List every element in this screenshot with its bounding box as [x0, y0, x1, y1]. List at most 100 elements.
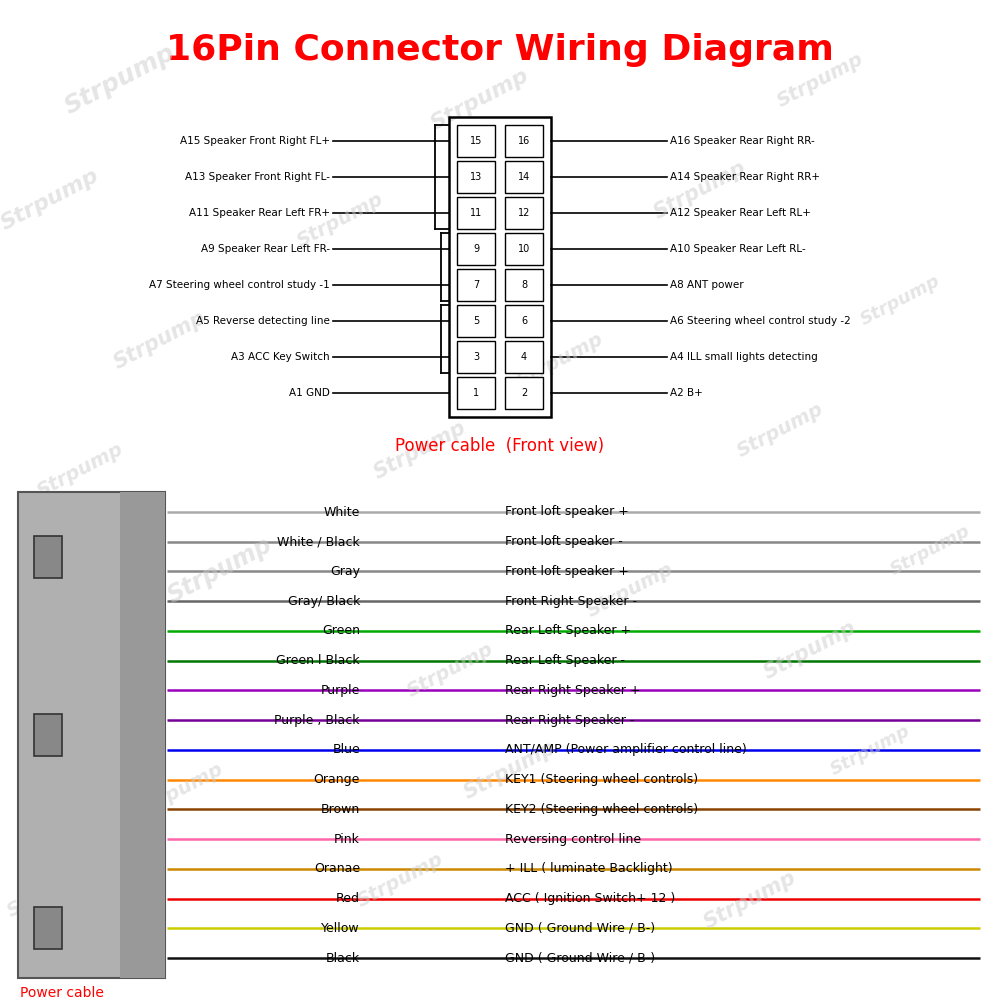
Text: 4: 4	[521, 352, 527, 362]
Text: Power cable  (Front view): Power cable (Front view)	[395, 437, 605, 455]
Text: 13: 13	[470, 172, 482, 182]
Text: A10 Speaker Rear Left RL-: A10 Speaker Rear Left RL-	[670, 244, 806, 254]
Text: Purple: Purple	[321, 684, 360, 697]
Text: A14 Speaker Rear Right RR+: A14 Speaker Rear Right RR+	[670, 172, 820, 182]
Bar	[505, 233, 543, 265]
Bar	[34, 536, 62, 578]
Text: A7 Steering wheel control study -1: A7 Steering wheel control study -1	[149, 280, 330, 290]
Text: KEY1 (Steering wheel controls): KEY1 (Steering wheel controls)	[505, 773, 698, 786]
Text: Strpump: Strpump	[427, 66, 533, 134]
Bar	[449, 117, 551, 417]
Text: A3 ACC Key Switch: A3 ACC Key Switch	[231, 352, 330, 362]
Text: Green: Green	[322, 624, 360, 637]
Text: Red: Red	[336, 892, 360, 905]
Text: KEY2 (Steering wheel controls): KEY2 (Steering wheel controls)	[505, 803, 698, 816]
Text: Brown: Brown	[321, 803, 360, 816]
Text: A11 Speaker Rear Left FR+: A11 Speaker Rear Left FR+	[189, 208, 330, 218]
Text: 1: 1	[473, 388, 479, 398]
Text: Strpump: Strpump	[760, 617, 860, 683]
Text: A1 GND: A1 GND	[289, 388, 330, 398]
Text: Strpump: Strpump	[460, 737, 560, 803]
Text: GND ( Ground Wire / B-): GND ( Ground Wire / B-)	[505, 952, 655, 964]
Text: Gray/ Black: Gray/ Black	[288, 595, 360, 608]
Text: Front loft speaker +: Front loft speaker +	[505, 506, 629, 518]
Bar	[505, 125, 543, 157]
Text: Strpump: Strpump	[3, 859, 97, 921]
Text: A2 B+: A2 B+	[670, 388, 703, 398]
Text: Gray: Gray	[330, 565, 360, 578]
Text: 16Pin Connector Wiring Diagram: 16Pin Connector Wiring Diagram	[166, 33, 834, 67]
Text: Strpump: Strpump	[700, 867, 800, 933]
Text: Purple , Black: Purple , Black	[274, 714, 360, 727]
Text: Power cable: Power cable	[20, 986, 104, 1000]
Bar	[457, 197, 495, 229]
Bar	[505, 341, 543, 373]
Text: 2: 2	[521, 388, 527, 398]
Text: 11: 11	[470, 208, 482, 218]
Bar	[505, 269, 543, 301]
Text: Strpump: Strpump	[370, 417, 470, 483]
Text: A8 ANT power: A8 ANT power	[670, 280, 744, 290]
Bar	[34, 714, 62, 756]
Text: ANT/AMP (Power amplifier control line): ANT/AMP (Power amplifier control line)	[505, 743, 747, 756]
Text: Strpump: Strpump	[513, 329, 607, 391]
Text: Reversing control line: Reversing control line	[505, 833, 641, 846]
Text: White: White	[324, 506, 360, 518]
Bar	[457, 305, 495, 337]
Text: Orange: Orange	[314, 773, 360, 786]
Text: Front loft speaker +: Front loft speaker +	[505, 565, 629, 578]
Text: Yellow: Yellow	[321, 922, 360, 935]
Text: Strpump: Strpump	[827, 721, 913, 779]
Text: Rear Left Speaker +: Rear Left Speaker +	[505, 624, 631, 637]
Text: + ILL ( luminate Backlight): + ILL ( luminate Backlight)	[505, 862, 673, 875]
Bar	[457, 269, 495, 301]
Text: Strpump: Strpump	[733, 399, 827, 461]
Text: A16 Speaker Rear Right RR-: A16 Speaker Rear Right RR-	[670, 136, 815, 146]
Text: 3: 3	[473, 352, 479, 362]
Text: Strpump: Strpump	[110, 307, 210, 373]
Text: Strpump: Strpump	[887, 521, 973, 579]
Bar	[457, 233, 495, 265]
Text: Strpump: Strpump	[650, 157, 750, 223]
Bar	[505, 161, 543, 193]
Text: 6: 6	[521, 316, 527, 326]
Text: A5 Reverse detecting line: A5 Reverse detecting line	[196, 316, 330, 326]
Text: 15: 15	[470, 136, 482, 146]
Bar	[457, 377, 495, 409]
Bar	[457, 161, 495, 193]
Text: Strpump: Strpump	[403, 639, 497, 701]
Bar	[34, 907, 62, 949]
Text: 16: 16	[518, 136, 530, 146]
Text: A13 Speaker Front Right FL-: A13 Speaker Front Right FL-	[185, 172, 330, 182]
Bar	[457, 341, 495, 373]
Text: Strpump: Strpump	[773, 49, 867, 111]
Text: Strpump: Strpump	[857, 271, 943, 329]
Text: Strpump: Strpump	[133, 759, 227, 821]
Bar	[18, 492, 165, 978]
Text: Strpump: Strpump	[583, 559, 677, 621]
Text: A15 Speaker Front Right FL+: A15 Speaker Front Right FL+	[180, 136, 330, 146]
Text: Oranae: Oranae	[314, 862, 360, 875]
Text: Rear Left Speaker -: Rear Left Speaker -	[505, 654, 625, 667]
Text: ACC ( Ignition Switch+ 12 ): ACC ( Ignition Switch+ 12 )	[505, 892, 675, 905]
Bar	[505, 197, 543, 229]
Text: 12: 12	[518, 208, 530, 218]
Text: 14: 14	[518, 172, 530, 182]
Text: Strpump: Strpump	[61, 41, 179, 119]
Text: White / Black: White / Black	[277, 535, 360, 548]
Text: A6 Steering wheel control study -2: A6 Steering wheel control study -2	[670, 316, 851, 326]
Text: Front Right Speaker -: Front Right Speaker -	[505, 595, 637, 608]
Text: Front loft speaker -: Front loft speaker -	[505, 535, 623, 548]
Text: Rear Right Speaker +: Rear Right Speaker +	[505, 684, 640, 697]
Bar	[120, 492, 165, 978]
Text: 7: 7	[473, 280, 479, 290]
Text: A9 Speaker Rear Left FR-: A9 Speaker Rear Left FR-	[201, 244, 330, 254]
Bar	[505, 305, 543, 337]
Bar	[457, 125, 495, 157]
Text: GND ( Ground Wire / B-): GND ( Ground Wire / B-)	[505, 922, 655, 935]
Text: 9: 9	[473, 244, 479, 254]
Text: Strpump: Strpump	[353, 849, 447, 911]
Text: Black: Black	[326, 952, 360, 964]
Text: Strpump: Strpump	[164, 532, 276, 608]
Text: A4 ILL small lights detecting: A4 ILL small lights detecting	[670, 352, 818, 362]
